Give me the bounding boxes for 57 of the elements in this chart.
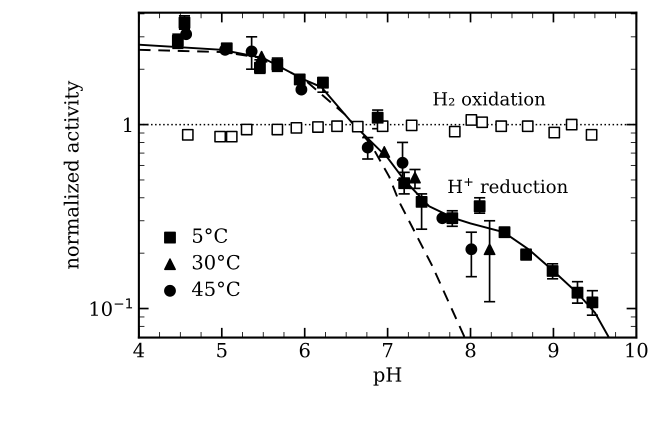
point [546, 265, 559, 277]
point [409, 172, 421, 184]
x-tick-label: 6 [300, 342, 310, 358]
point [448, 126, 461, 138]
point [474, 200, 486, 212]
point [586, 296, 598, 308]
point [172, 34, 184, 47]
point [495, 120, 508, 132]
point [254, 62, 266, 74]
point [182, 128, 194, 141]
point [398, 177, 410, 190]
point [362, 142, 374, 154]
x-tick-label: 9 [548, 342, 558, 358]
point [226, 130, 238, 143]
point [586, 128, 598, 141]
x-tick-label: 8 [466, 342, 476, 358]
point [312, 121, 324, 133]
x-tick-label: 5 [217, 343, 226, 358]
point [548, 126, 560, 138]
point [476, 116, 488, 128]
legend-label: 5°C [193, 228, 228, 243]
point [378, 146, 390, 158]
point [572, 286, 584, 299]
point [566, 118, 578, 131]
point [256, 50, 268, 63]
point [406, 119, 418, 132]
point [240, 124, 253, 136]
point [484, 243, 496, 256]
annotation: H₂ oxidation [433, 92, 546, 106]
point [317, 76, 329, 89]
y-tick-label: 1 [124, 118, 132, 132]
point [498, 226, 510, 238]
y-axis-title: normalized activity [64, 80, 83, 269]
point [446, 212, 458, 224]
point [416, 196, 428, 208]
point [465, 243, 478, 256]
x-tick-label: 4 [133, 342, 144, 358]
y-tick-label: 10$^{−1}$ [90, 298, 132, 316]
point [271, 124, 284, 136]
point [465, 114, 478, 126]
point [396, 156, 408, 169]
legend-label: 45°C [192, 281, 240, 296]
point [246, 45, 258, 58]
point [290, 122, 302, 134]
point [352, 120, 364, 133]
point [522, 120, 534, 132]
x-axis-title: pH [373, 367, 402, 386]
x-tick-label: 10 [626, 342, 648, 358]
point [180, 28, 192, 40]
legend-label: 30°C [192, 254, 240, 270]
point [214, 130, 226, 143]
point [294, 74, 306, 86]
x-tick-label: 7 [383, 343, 392, 358]
point [372, 112, 384, 124]
point [295, 84, 308, 96]
point [331, 120, 343, 132]
annotation: H$^{+}$ reduction [448, 178, 568, 194]
